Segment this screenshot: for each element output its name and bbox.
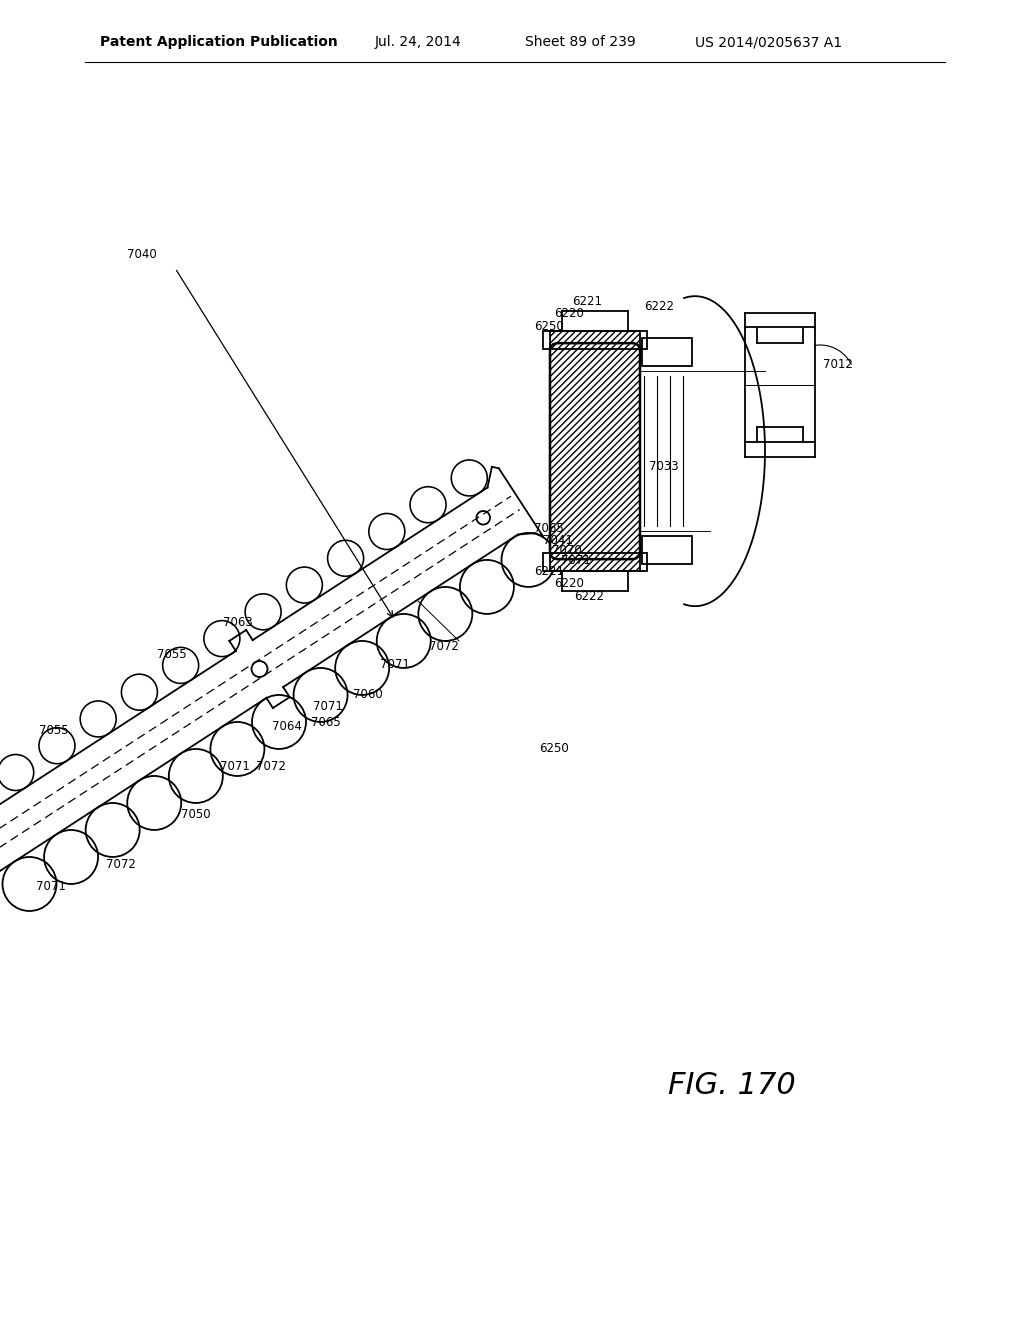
Text: 6220: 6220 [554,306,584,319]
Bar [642,338,692,366]
Text: 7041: 7041 [543,533,572,546]
Text: 7071: 7071 [313,701,343,714]
Text: Patent Application Publication: Patent Application Publication [100,36,338,49]
Text: 7072: 7072 [429,639,459,652]
Text: 7072: 7072 [256,759,286,772]
Text: 7055: 7055 [39,725,69,738]
Bar [745,327,815,442]
Text: 7071: 7071 [220,760,250,774]
Text: 7065: 7065 [311,715,341,729]
Bar [543,331,647,350]
Bar [642,536,692,564]
Text: 7070: 7070 [552,544,582,557]
Text: 7033: 7033 [649,459,679,473]
Text: 7012: 7012 [823,359,853,371]
Text: 7063: 7063 [223,616,253,630]
Text: FIG. 170: FIG. 170 [668,1071,796,1100]
Text: 7071: 7071 [36,880,66,894]
Text: 7064: 7064 [272,719,302,733]
Text: 6250: 6250 [539,742,568,755]
Text: 6221: 6221 [534,565,564,578]
Text: 6250: 6250 [534,319,564,333]
Text: 7040: 7040 [127,248,157,261]
Text: 6220: 6220 [554,577,584,590]
Text: 7055: 7055 [157,648,186,661]
Bar [543,553,647,572]
Text: 6221: 6221 [572,294,602,308]
Text: 7072: 7072 [106,858,136,870]
Text: 7065: 7065 [534,521,564,535]
Text: 7071: 7071 [380,657,410,671]
Text: 7071: 7071 [561,553,591,566]
Text: 7060: 7060 [353,689,383,701]
Text: 7050: 7050 [181,808,211,821]
Text: Sheet 89 of 239: Sheet 89 of 239 [525,36,636,49]
Text: US 2014/0205637 A1: US 2014/0205637 A1 [695,36,842,49]
Text: 6222: 6222 [574,590,604,603]
Text: 6222: 6222 [644,300,674,313]
Bar [550,331,640,572]
Text: Jul. 24, 2014: Jul. 24, 2014 [375,36,462,49]
